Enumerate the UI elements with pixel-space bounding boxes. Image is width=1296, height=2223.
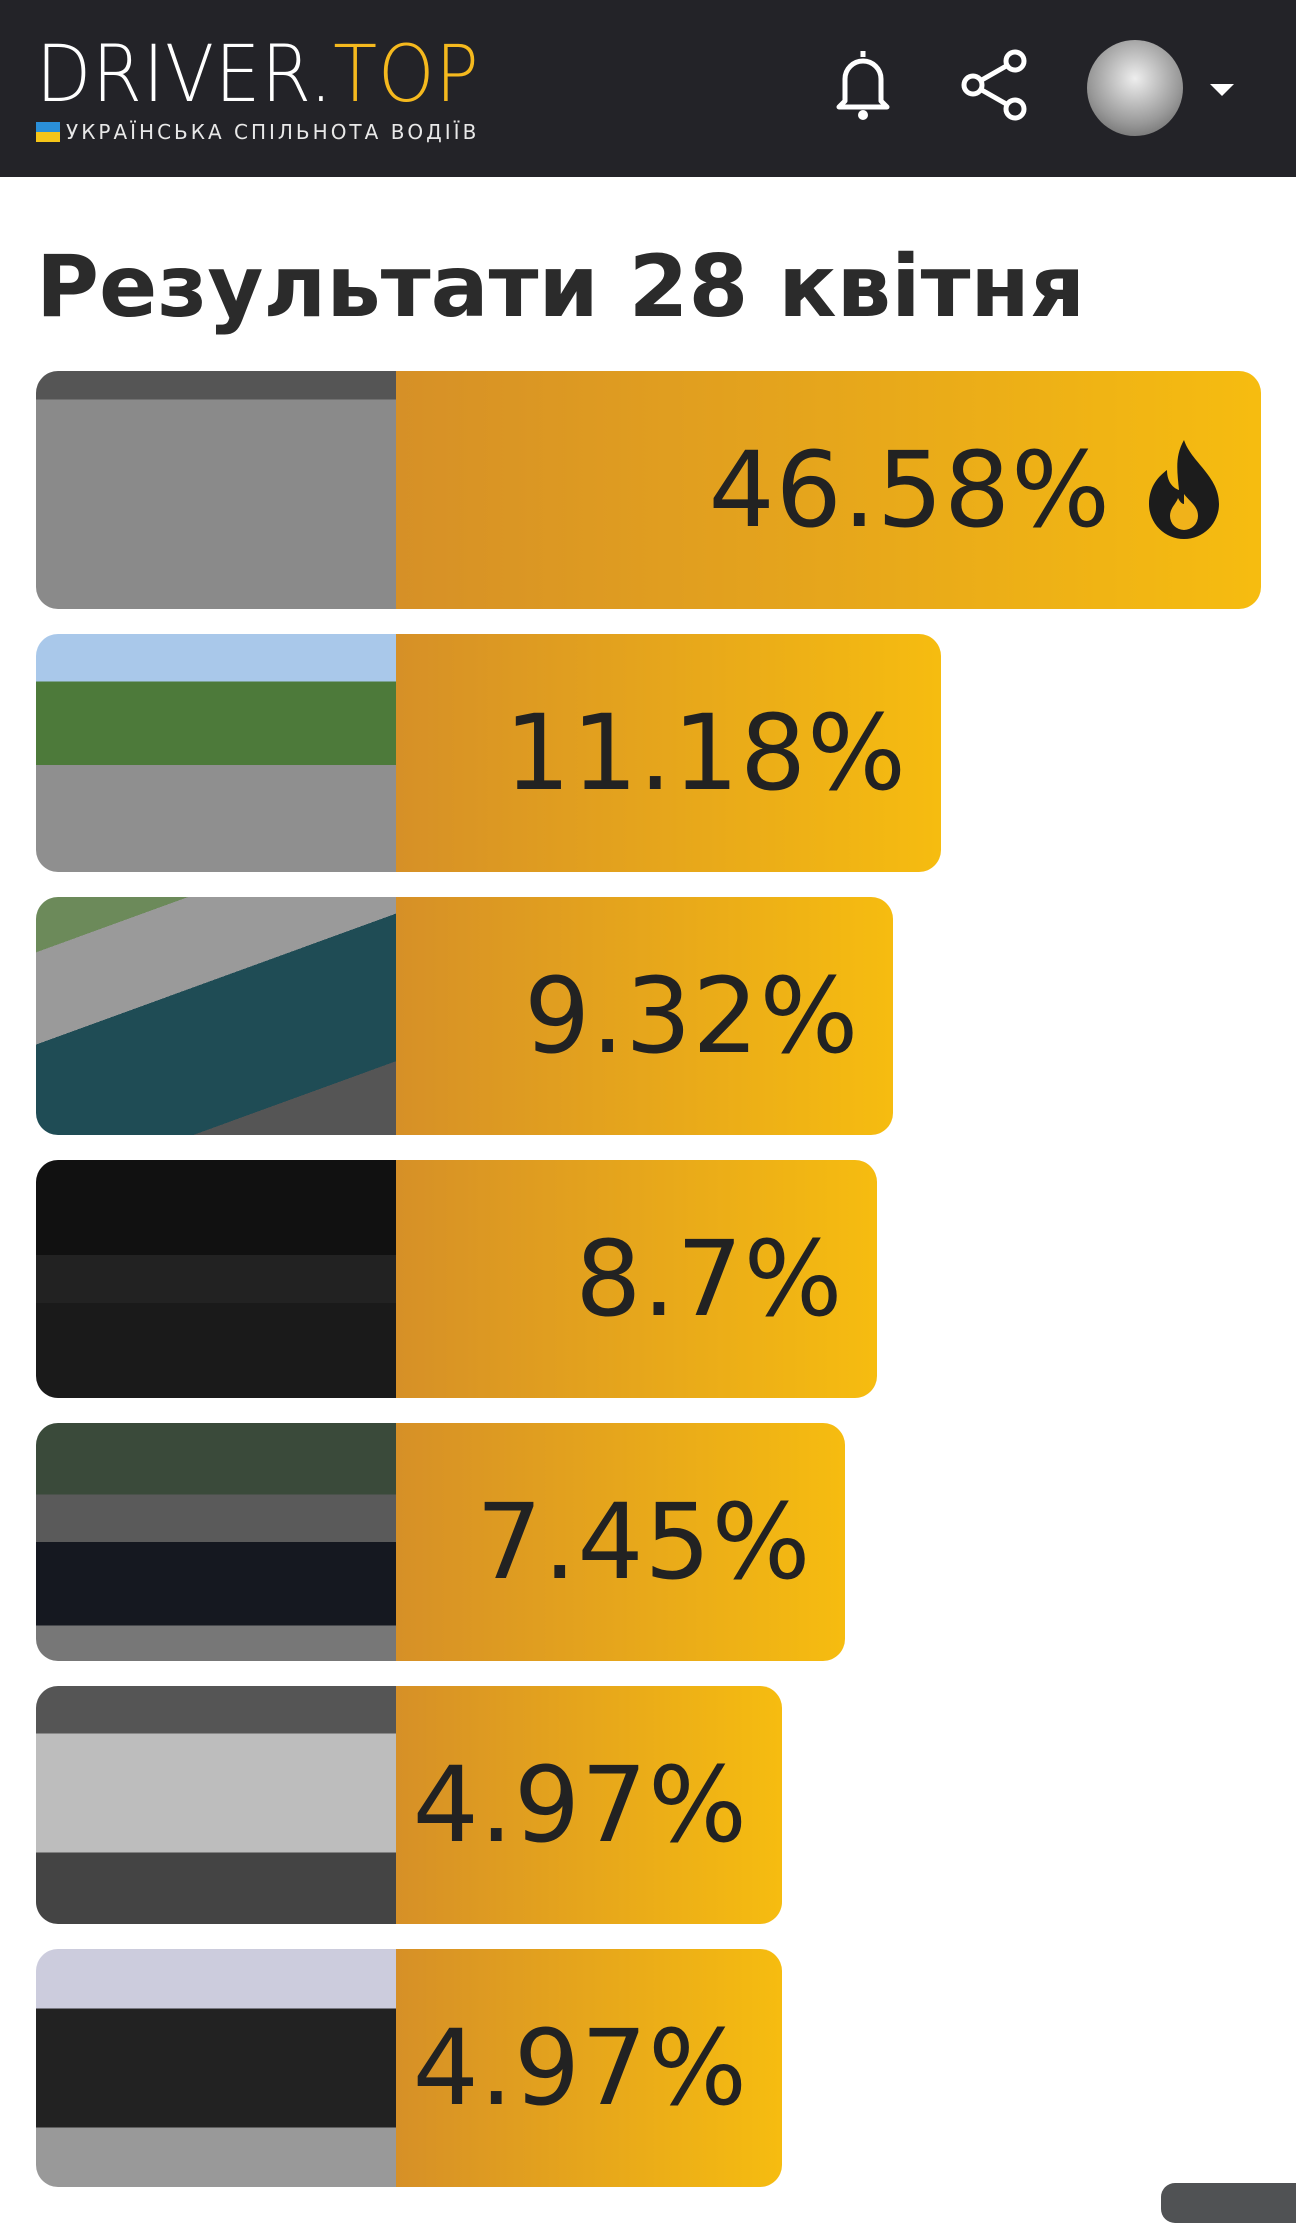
bell-icon[interactable] — [828, 45, 898, 129]
car-photo[interactable] — [36, 1686, 396, 1924]
site-logo[interactable]: DRIVER.TOP УКРАЇНСЬКА СПІЛЬНОТА ВОДІЇВ — [36, 36, 518, 144]
ukraine-flag-icon — [36, 122, 60, 142]
car-photo[interactable] — [36, 371, 396, 609]
result-fill: 46.58% — [396, 371, 1261, 609]
car-photo[interactable] — [36, 634, 396, 872]
result-percentage: 7.45% — [476, 1481, 812, 1603]
result-percentage: 4.97% — [412, 1744, 748, 1866]
logo-text: DRIVER. — [36, 30, 334, 120]
result-bar[interactable]: 8.7% — [36, 1160, 878, 1398]
top-bar: DRIVER.TOP УКРАЇНСЬКА СПІЛЬНОТА ВОДІЇВ — [0, 0, 1296, 177]
result-percentage: 9.32% — [523, 955, 860, 1077]
car-photo[interactable] — [36, 1160, 396, 1398]
result-fill: 11.18% — [396, 634, 941, 872]
avatar[interactable] — [1087, 40, 1183, 136]
car-photo[interactable] — [36, 1949, 396, 2187]
scroll-pill[interactable] — [1161, 2183, 1296, 2223]
result-bar[interactable]: 11.18% — [36, 634, 941, 872]
logo-accent-text: TOP — [333, 30, 480, 120]
fire-icon — [1141, 436, 1227, 544]
page-title: Результати 28 квітня — [36, 237, 1086, 337]
car-photo[interactable] — [36, 897, 396, 1135]
result-fill: 4.97% — [396, 1949, 782, 2187]
result-bar[interactable]: 4.97% — [36, 1949, 782, 2187]
result-percentage: 4.97% — [412, 2007, 748, 2129]
result-bar[interactable]: 4.97% — [36, 1686, 782, 1924]
result-percentage: 11.18% — [504, 692, 907, 814]
result-bar[interactable]: 7.45% — [36, 1423, 846, 1661]
result-fill: 9.32% — [396, 897, 894, 1135]
result-fill: 4.97% — [396, 1686, 782, 1924]
result-fill: 7.45% — [396, 1423, 846, 1661]
share-icon[interactable] — [955, 45, 1035, 129]
result-fill: 8.7% — [396, 1160, 878, 1398]
result-percentage: 46.58% — [708, 429, 1111, 551]
result-bar[interactable]: 9.32% — [36, 897, 894, 1135]
logo-subtitle: УКРАЇНСЬКА СПІЛЬНОТА ВОДІЇВ — [66, 120, 480, 144]
result-bar[interactable]: 46.58% — [36, 371, 1261, 609]
result-percentage: 8.7% — [575, 1218, 844, 1340]
caret-down-icon[interactable] — [1210, 84, 1234, 96]
car-photo[interactable] — [36, 1423, 396, 1661]
